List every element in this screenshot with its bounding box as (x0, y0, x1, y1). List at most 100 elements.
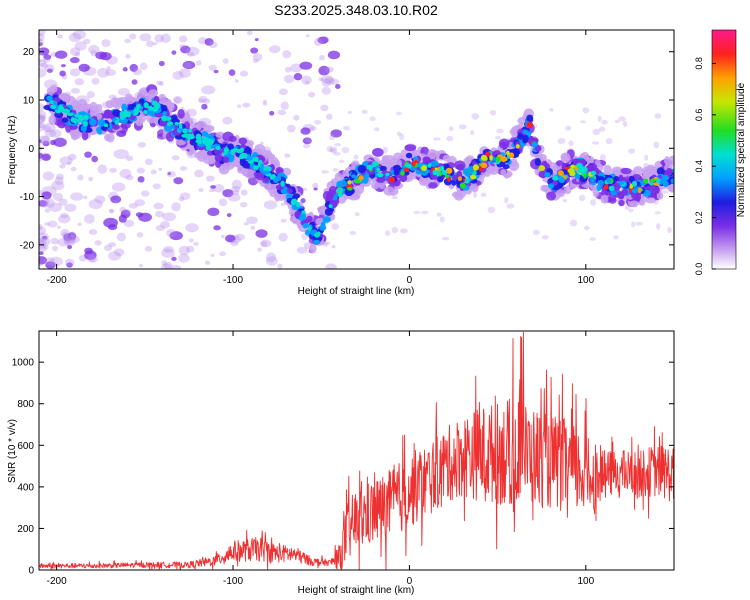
spectrogram-noise-blob (250, 47, 259, 54)
spectrogram-ridge-blob (166, 122, 172, 127)
spectrogram-ridge-blob (388, 176, 395, 183)
spectrogram-noise-blob (305, 137, 312, 143)
spectrogram-ridge-blob (195, 133, 202, 140)
spectrogram-noise-blob (155, 80, 163, 86)
spectrogram-noise-blob (441, 236, 450, 241)
spectrogram-ridge-blob (645, 196, 657, 204)
spectrogram-ridge-blob (570, 164, 576, 169)
spectrogram-noise-blob (67, 161, 72, 165)
y-tick-label: 0 (28, 566, 34, 577)
spectrogram-noise-blob (302, 143, 311, 149)
spectrogram-noise-blob (312, 182, 319, 189)
spectrogram-ridge-blob (522, 137, 528, 144)
spectrogram-ridge-blob (589, 184, 598, 191)
spectrogram-noise-blob (204, 260, 211, 266)
spectrogram-noise-blob (42, 125, 52, 133)
top-x-axis-label: Height of straight line (km) (298, 286, 415, 297)
spectrogram-noise-blob (329, 148, 336, 153)
spectrogram-noise-blob (39, 123, 45, 132)
spectrogram-ridge-blob (322, 216, 331, 223)
spectrogram-noise-blob (231, 185, 241, 193)
spectrogram-noise-blob (313, 37, 323, 47)
spectrogram-noise-blob (319, 54, 325, 61)
spectrogram-ridge-blob (138, 98, 145, 104)
spectrogram-noise-blob (39, 237, 51, 247)
spectrogram-ridge-blob (133, 108, 140, 114)
spectrogram-noise-blob (161, 260, 168, 266)
spectrogram-ridge-blob (347, 186, 353, 191)
spectrogram-noise-blob (260, 240, 268, 248)
colorbar-tick-label: 0.8 (694, 57, 704, 70)
spectrogram-noise-blob (301, 75, 312, 85)
spectrogram-noise-blob (67, 153, 77, 161)
spectrogram-noise-blob (39, 251, 44, 255)
x-tick-label: 0 (407, 275, 413, 286)
spectrogram-noise-blob (39, 189, 43, 196)
spectrogram-ridge-blob (631, 180, 638, 187)
spectrogram-ridge-blob (178, 123, 183, 129)
spectrogram-ridge-blob (376, 167, 380, 172)
spectrogram-noise-blob (568, 140, 574, 147)
spectrogram-noise-blob (54, 176, 64, 186)
spectrogram-noise-blob (618, 116, 626, 122)
spectrogram-ridge-blob (618, 199, 625, 207)
spectrogram-noise-blob (325, 113, 333, 120)
spectrogram-noise-blob (196, 60, 202, 66)
spectrogram-noise-blob (321, 86, 331, 95)
spectrogram-noise-blob (64, 258, 75, 267)
spectrogram-noise-blob (325, 263, 337, 269)
x-tick-label: -100 (223, 576, 243, 587)
spectrogram-noise-blob (239, 70, 249, 77)
spectrogram-noise-blob (324, 66, 334, 73)
spectrogram-noise-blob (210, 253, 215, 257)
spectrogram-noise-blob (361, 109, 368, 115)
spectrogram-ridge-blob (376, 172, 384, 178)
spectrogram-ridge-blob (148, 89, 159, 97)
spectrogram-ridge-blob (299, 213, 307, 220)
spectrogram-noise-blob (94, 240, 102, 246)
spectrogram-noise-blob (69, 68, 81, 77)
colorbar-tick-label: 0.6 (694, 109, 704, 122)
spectrogram-noise-blob (64, 203, 77, 212)
spectrogram-ridge-blob (405, 152, 413, 159)
spectrogram-noise-blob (327, 50, 341, 60)
spectrogram-ridge-blob (557, 182, 563, 189)
spectrogram-ridge-blob (560, 152, 571, 163)
spectrogram-noise-blob (338, 159, 345, 164)
spectrogram-ridge-blob (263, 166, 268, 171)
spectrogram-noise-blob (146, 40, 154, 48)
spectrogram-ridge-blob (472, 164, 479, 171)
spectrogram-noise-blob (541, 235, 549, 240)
spectrogram-noise-blob (317, 36, 329, 44)
spectrogram-ridge-blob (427, 162, 432, 168)
spectrogram-ridge-blob (62, 93, 71, 101)
spectrogram-ridge-blob (162, 111, 168, 116)
spectrogram-ridge-blob (215, 131, 225, 138)
spectrogram-noise-blob (278, 88, 288, 96)
spectrogram-noise-blob (103, 217, 119, 228)
spectrogram-noise-blob (263, 200, 278, 210)
spectrogram-noise-blob (113, 248, 125, 257)
spectrogram-ridge-blob (275, 176, 282, 181)
spectrogram-noise-blob (42, 244, 49, 250)
bottom-y-ticks: 0 200 400 600 800 1000 (12, 358, 674, 577)
spectrogram-noise-blob (105, 69, 117, 77)
spectrogram-ridge-blob (253, 165, 259, 171)
spectrogram-ridge-blob (362, 175, 369, 184)
spectrogram-noise-blob (39, 58, 43, 62)
spectrogram-noise-blob (242, 102, 251, 108)
spectrogram-noise-blob (628, 208, 634, 213)
spectrogram-noise-blob (582, 107, 590, 114)
spectrogram-ridge-blob (357, 165, 366, 174)
spectrogram-noise-blob (39, 139, 42, 144)
spectrogram-noise-blob (88, 176, 94, 182)
spectrogram-noise-blob (77, 222, 82, 227)
colorbar-tick-label: 0.2 (694, 211, 704, 224)
spectrogram-noise-blob (128, 202, 138, 209)
spectrogram-noise-blob (153, 202, 164, 210)
x-tick-label: -100 (223, 275, 243, 286)
spectrogram-noise-blob (88, 44, 100, 54)
spectrogram-ridge-blob (508, 152, 515, 159)
spectrogram-ridge-blob (371, 161, 378, 168)
spectrogram-noise-blob (592, 128, 601, 136)
